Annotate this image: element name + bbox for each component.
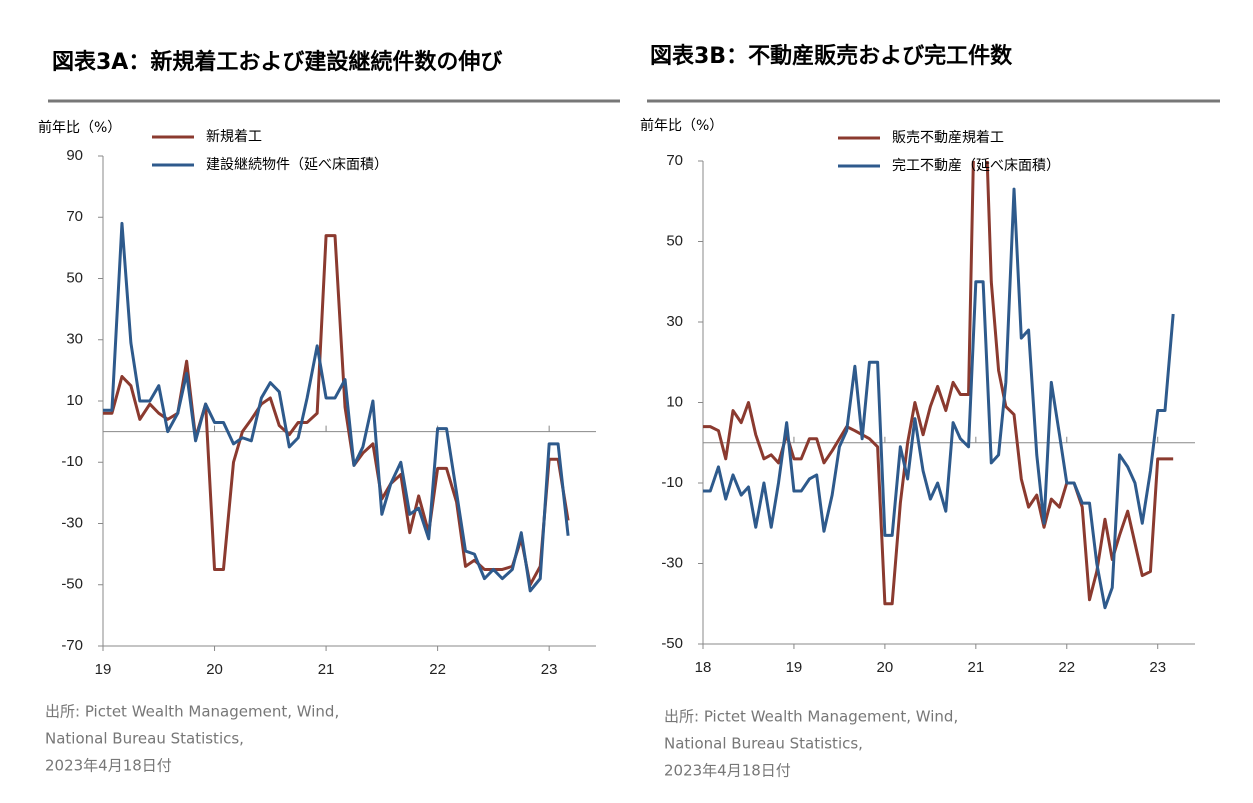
y-tick-label: 90: [66, 147, 83, 164]
x-tick-label: 22: [1058, 659, 1075, 676]
legend-label: 新規着工: [206, 129, 262, 145]
y-tick-label: -30: [61, 514, 83, 531]
x-tick-label: 21: [318, 661, 335, 678]
x-tick-label: 23: [541, 661, 558, 678]
y-tick-label: 10: [66, 392, 83, 409]
y-axis-label: 前年比（%）: [38, 119, 121, 136]
legend-label: 販売不動産規着工: [892, 130, 1004, 146]
x-tick-label: 23: [1149, 659, 1166, 676]
source-note: 2023年4月18日付: [664, 762, 791, 780]
series-line: [103, 234, 570, 587]
y-tick-label: -70: [61, 637, 83, 654]
y-tick-label: -10: [661, 474, 683, 491]
chart-title: 図表3A：新規着工および建設継続件数の伸び: [52, 49, 502, 75]
source-note: 出所: Pictet Wealth Management, Wind,: [45, 703, 339, 721]
source-note: National Bureau Statistics,: [664, 735, 863, 753]
y-tick-label: -30: [661, 554, 683, 571]
y-tick-label: 10: [666, 393, 683, 410]
source-note: 出所: Pictet Wealth Management, Wind,: [664, 708, 958, 726]
legend-label: 完工不動産（延べ床面積）: [892, 158, 1060, 174]
y-tick-label: -10: [61, 453, 83, 470]
x-tick-label: 19: [786, 659, 803, 676]
y-tick-label: 30: [66, 331, 83, 348]
y-tick-label: -50: [661, 635, 683, 652]
y-tick-label: 70: [666, 152, 683, 169]
y-tick-label: 30: [666, 313, 683, 330]
x-tick-label: 20: [877, 659, 894, 676]
y-tick-label: 70: [66, 208, 83, 225]
source-note: National Bureau Statistics,: [45, 730, 244, 748]
source-note: 2023年4月18日付: [45, 757, 172, 775]
x-tick-label: 18: [695, 659, 712, 676]
x-tick-label: 21: [967, 659, 984, 676]
series-line: [703, 187, 1175, 610]
x-tick-label: 22: [429, 661, 446, 678]
chart-title: 図表3B：不動産販売および完工件数: [650, 43, 1013, 69]
x-tick-label: 20: [206, 661, 223, 678]
y-tick-label: -50: [61, 576, 83, 593]
legend-label: 建設継続物件（延べ床面積）: [206, 156, 388, 173]
y-tick-label: 50: [666, 232, 683, 249]
y-tick-label: 50: [66, 269, 83, 286]
y-axis-label: 前年比（%）: [640, 117, 723, 134]
x-tick-label: 19: [95, 661, 112, 678]
series-line: [103, 221, 570, 593]
